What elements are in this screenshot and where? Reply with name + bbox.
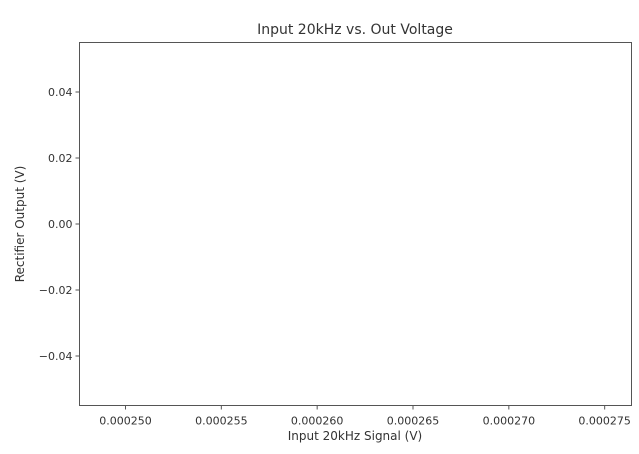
chart-title: Input 20kHz vs. Out Voltage [257,22,453,38]
x-tick-label: 0.000250 [99,415,152,428]
plot-area [79,42,632,406]
x-tick-label: 0.000260 [291,415,344,428]
x-tick-label: 0.000265 [387,415,440,428]
x-tick-label: 0.000255 [195,415,248,428]
y-tick-label: −0.02 [39,284,73,297]
x-tick-label: 0.000270 [483,415,536,428]
y-axis-label: Rectifier Output (V) [13,166,27,283]
x-tick-label: 0.000275 [578,415,631,428]
y-tick-label: −0.04 [39,350,73,363]
y-tick-label: 0.02 [48,152,73,165]
y-tick-label: 0.00 [48,218,73,231]
y-tick-label: 0.04 [48,86,73,99]
x-axis-label: Input 20kHz Signal (V) [288,429,423,443]
x-axis: 0.000250 0.000255 0.000260 0.000265 0.000270… [99,405,631,428]
y-axis: 0.04 0.02 0.00 −0.02 −0.04 [39,86,80,363]
